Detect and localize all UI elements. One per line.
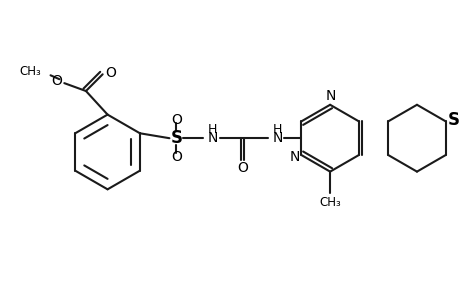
Text: O: O: [51, 74, 62, 88]
Text: N: N: [290, 150, 300, 164]
Text: N: N: [272, 131, 282, 145]
Text: CH₃: CH₃: [19, 65, 41, 78]
Text: H: H: [272, 123, 282, 136]
Text: O: O: [105, 66, 116, 80]
Text: O: O: [170, 112, 181, 127]
Text: N: N: [325, 89, 336, 103]
Text: CH₃: CH₃: [319, 196, 340, 208]
Text: N: N: [207, 131, 218, 145]
Text: O: O: [170, 150, 181, 164]
Text: O: O: [237, 161, 247, 175]
Text: S: S: [170, 129, 182, 147]
Text: H: H: [207, 123, 217, 136]
Text: S: S: [447, 110, 459, 128]
